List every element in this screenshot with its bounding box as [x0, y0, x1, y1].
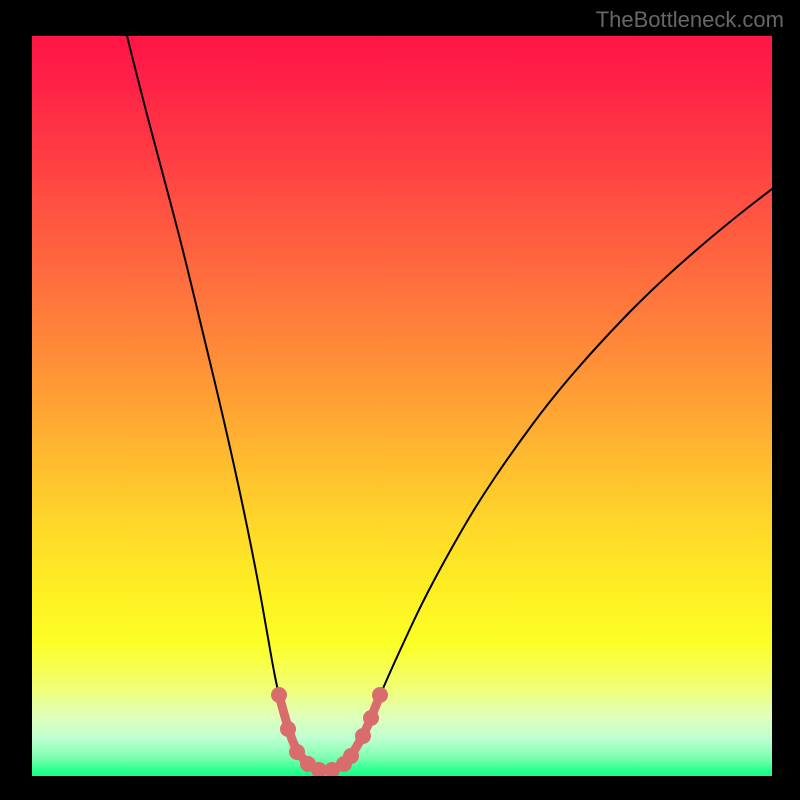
- watermark-text: TheBottleneck.com: [596, 7, 784, 33]
- curve-marker-dot: [271, 687, 287, 703]
- plot-area: [32, 36, 772, 776]
- bottleneck-curve-line: [127, 36, 772, 771]
- curve-marker-dot: [343, 748, 359, 764]
- curve-marker-dot: [363, 710, 379, 726]
- curve-marker-dot: [289, 744, 305, 760]
- curve-marker-dot: [355, 728, 371, 744]
- curve-marker-dot: [372, 687, 388, 703]
- curve-marker-group: [271, 687, 388, 776]
- bottleneck-curve-svg: [32, 36, 772, 776]
- curve-marker-dot: [280, 721, 296, 737]
